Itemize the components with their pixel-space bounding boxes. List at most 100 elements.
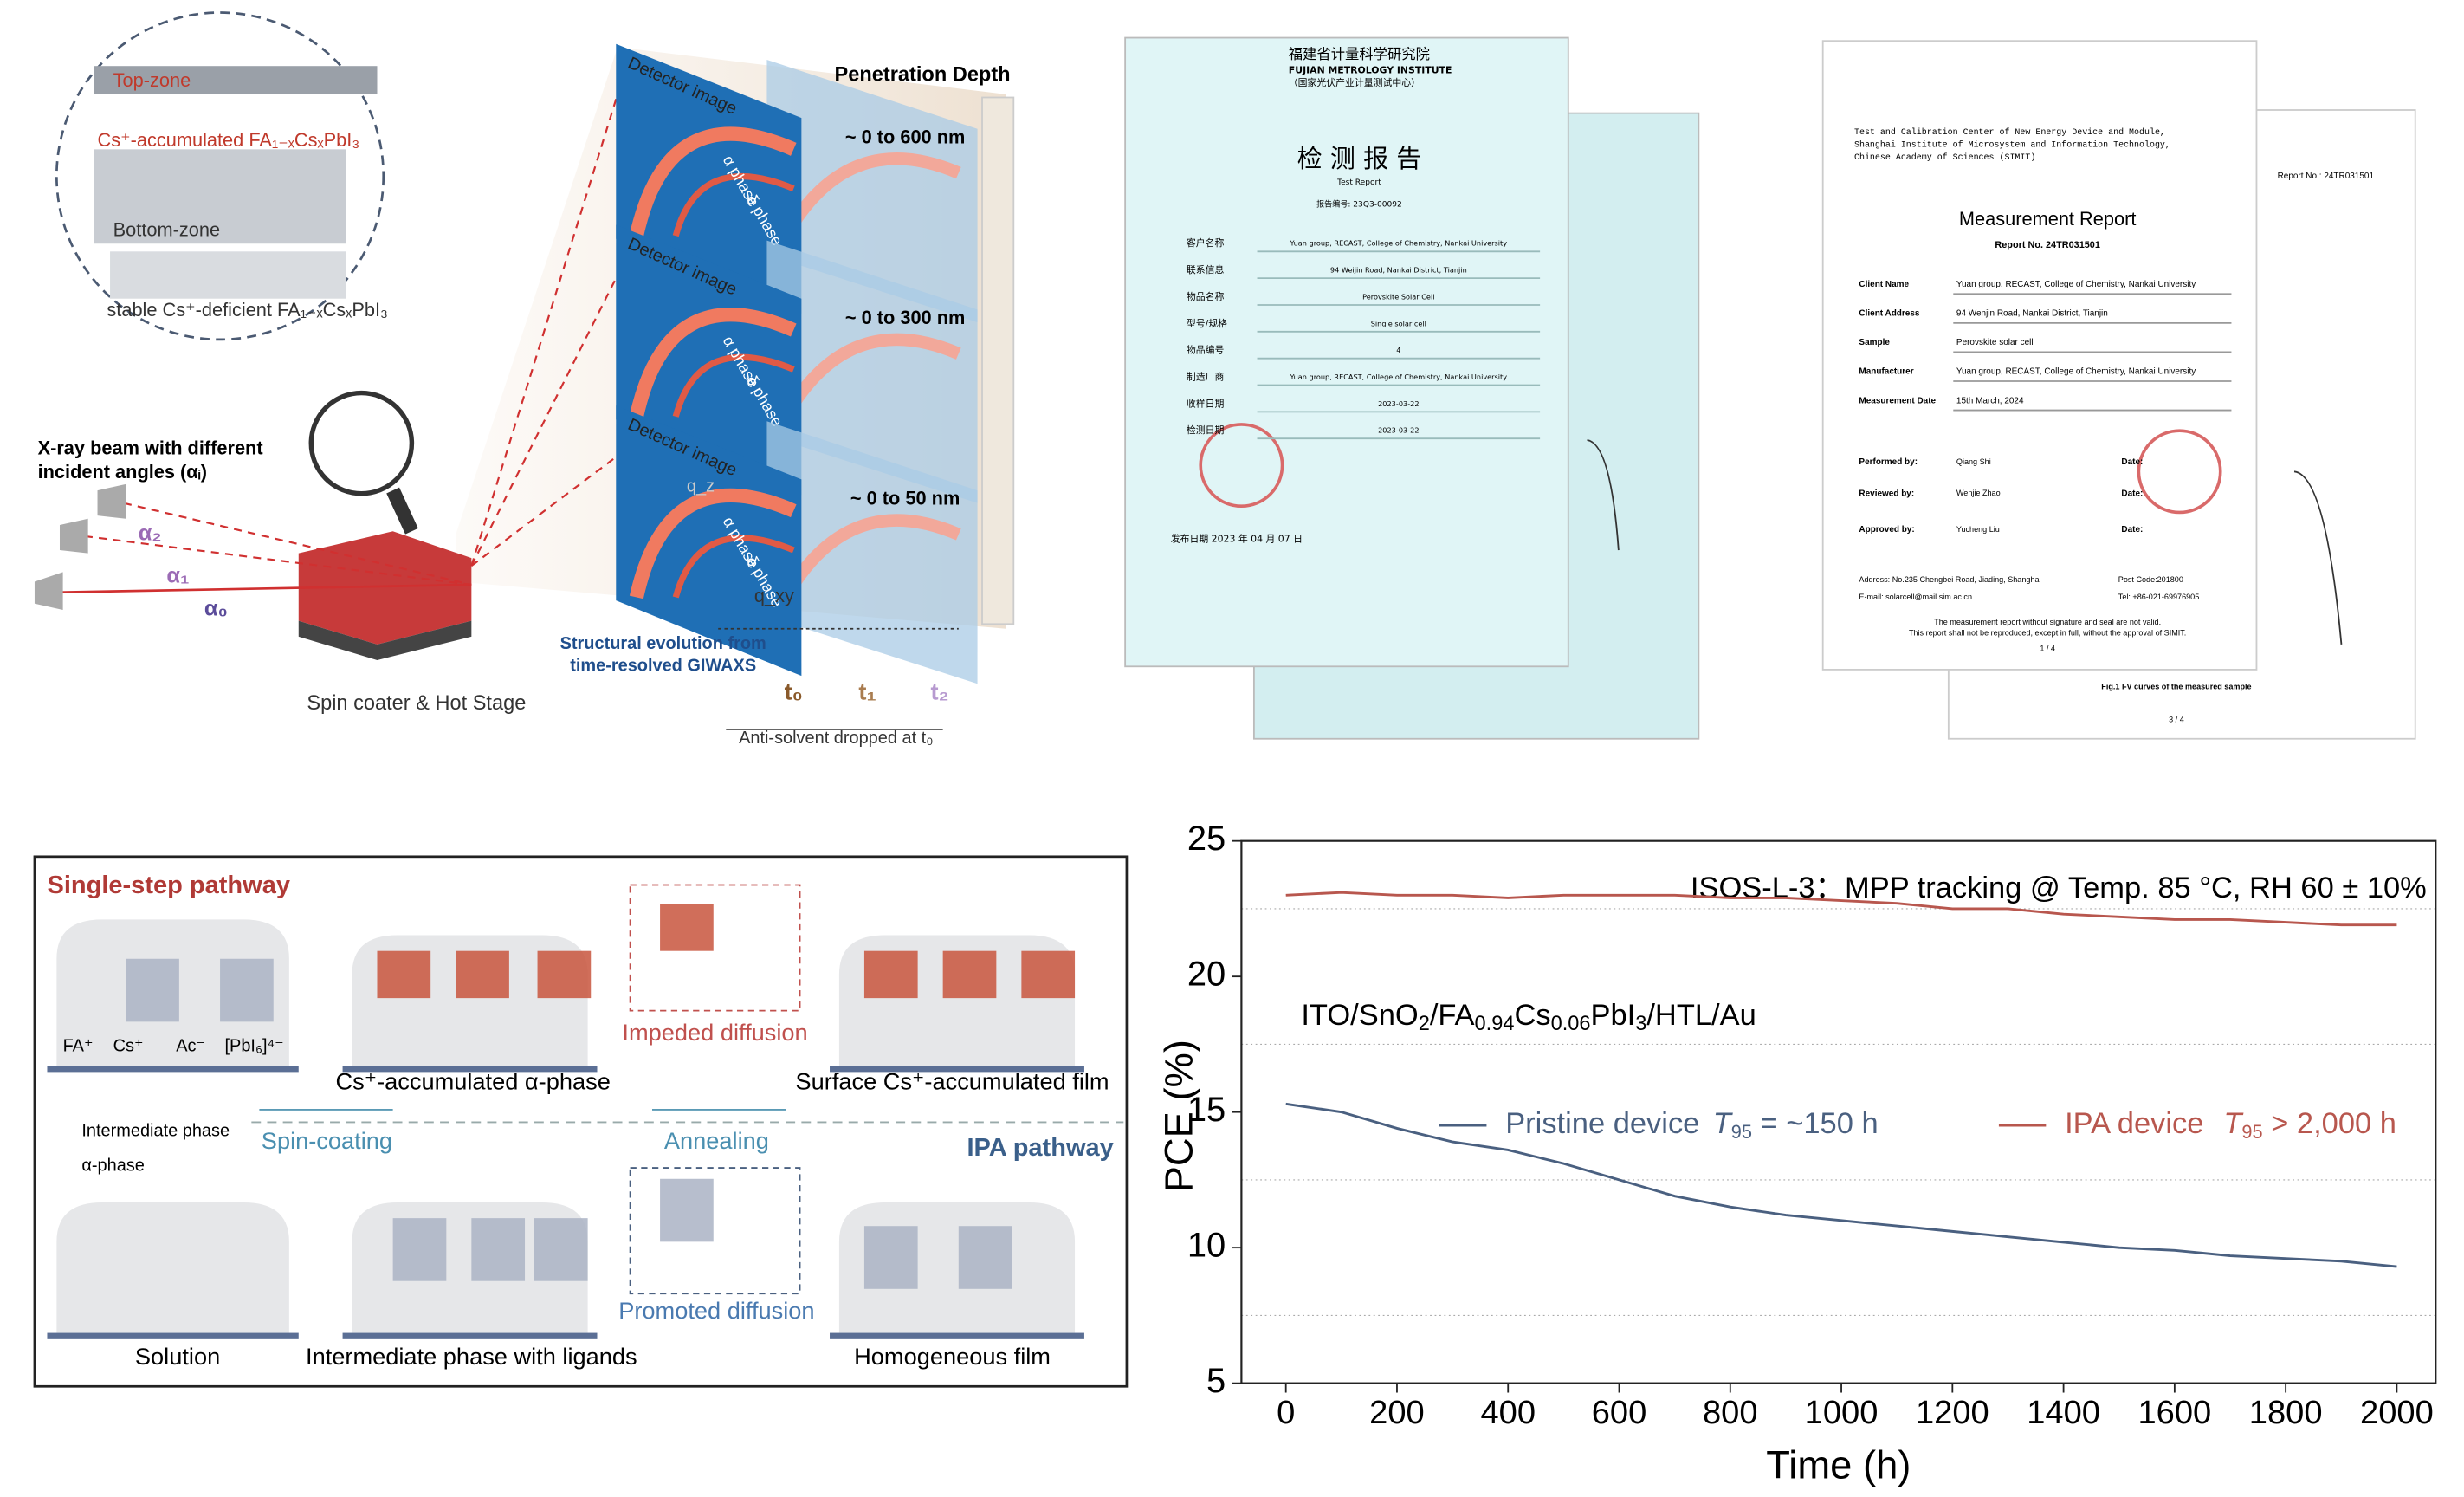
detector-back <box>766 421 978 684</box>
intermediate-crystal <box>471 1218 526 1281</box>
label: FA⁺ <box>63 1037 94 1056</box>
text: The measurement report without signature… <box>1934 618 2161 626</box>
device-stack: ITO/SnO2/FA0.94Cs0.06PbI3/HTL/Au <box>1301 999 1756 1034</box>
stack-part: /HTL/Au <box>1646 999 1756 1032</box>
detector <box>616 405 802 677</box>
diffraction-ring <box>779 333 961 420</box>
detector-back <box>766 59 978 322</box>
label: Spin coater & Hot Stage <box>307 691 526 714</box>
label: Annealing <box>664 1127 769 1154</box>
beam-line <box>47 583 472 594</box>
text: Post Code:201800 <box>2118 575 2183 584</box>
magnifier-handle <box>386 487 418 535</box>
label: Penetration Depth <box>835 62 1011 85</box>
field-value: Yucheng Liu <box>1956 525 2000 534</box>
crystal-layer <box>94 149 346 244</box>
intermediate-crystal <box>863 1226 918 1289</box>
label: Intermediate phase with ligands <box>306 1343 637 1370</box>
field-label: 客户名称 <box>1187 237 1225 249</box>
field-value: Yuan group, RECAST, College of Chemistry… <box>1956 280 2196 289</box>
certificates: 福建省计量科学研究院 FUJIAN METROLOGY INSTITUTE （国… <box>1124 36 2416 740</box>
text: Report No. 24TR031501 <box>1995 240 2099 250</box>
text: （国家光伏产业计量测试中心） <box>1289 76 1420 88</box>
label: t₂ <box>930 677 948 704</box>
diffraction-ring <box>672 172 795 237</box>
field-value: Perovskite solar cell <box>1956 338 2034 347</box>
field-label: Date: <box>2121 457 2143 467</box>
text: 报告编号: 23Q3-00092 <box>1316 198 1402 209</box>
field-value: Qiang Shi <box>1956 457 1991 466</box>
diffraction-ring <box>672 535 795 599</box>
stack-part: PbI <box>1590 999 1635 1032</box>
x-tick-label: 800 <box>1703 1395 1758 1431</box>
label: q_z <box>687 477 715 496</box>
alpha-crystal <box>537 950 592 999</box>
stack-part: 0.06 <box>1551 1012 1591 1034</box>
label: Top-zone <box>113 69 191 91</box>
text: This report shall not be reproduced, exc… <box>1909 629 2186 638</box>
iv-curve <box>1587 439 1620 551</box>
field-value: Wenjie Zhao <box>1956 489 2001 497</box>
field-label: 型号/规格 <box>1187 317 1227 329</box>
y-tick-label: 10 <box>1187 1227 1226 1265</box>
substrate <box>47 1066 299 1073</box>
field-label: 物品编号 <box>1187 344 1225 356</box>
seal <box>1199 423 1284 509</box>
y-tick-label: 5 <box>1206 1362 1226 1400</box>
alpha-crystal <box>1021 950 1076 999</box>
legend-label: IPA device <box>2065 1107 2203 1140</box>
label: t₁ <box>858 677 876 704</box>
field-label: 制造厂商 <box>1187 370 1225 382</box>
field-value: 94 Weijin Road, Nankai District, Tianjin <box>1330 266 1467 275</box>
field-value: 4 <box>1396 346 1400 354</box>
text: Address: No.235 Chengbei Road, Jiading, … <box>1859 575 2040 584</box>
field-label: Manufacturer <box>1859 367 1913 377</box>
crystal-layer <box>110 251 346 299</box>
field-value: 2023-03-22 <box>1378 399 1419 408</box>
stack-part: /FA <box>1430 999 1475 1032</box>
legend-label: Pristine device <box>1505 1107 1699 1140</box>
label: α₁ <box>166 564 189 588</box>
alpha-crystal <box>377 950 431 999</box>
label: Ac⁻ <box>176 1037 205 1056</box>
field-label: Date: <box>2121 489 2143 498</box>
label: ~ 0 to 600 nm <box>845 126 966 147</box>
pce-chart: ISOS-L-3：MPP tracking @ Temp. 85 °C, RH … <box>1156 820 2437 1487</box>
seal <box>2137 429 2222 515</box>
fujian-report: 福建省计量科学研究院 FUJIAN METROLOGY INSTITUTE （国… <box>1171 46 1541 544</box>
beam-line <box>470 275 619 567</box>
y-axis-label: PCE (%) <box>1156 1040 1200 1192</box>
label: incident angles (αᵢ) <box>38 461 207 483</box>
inset-box <box>629 1167 801 1295</box>
field-label: 收样日期 <box>1187 397 1225 409</box>
substrate <box>47 1332 299 1339</box>
field-value: Yuan group, RECAST, College of Chemistry… <box>1290 239 1508 248</box>
text: Test Report <box>1336 178 1381 187</box>
diffraction-ring <box>779 152 961 239</box>
label: Cs⁺-accumulated FA₁₋ₓCsₓPbI₃ <box>98 129 360 151</box>
text: E-mail: solarcell@mail.sim.ac.cn <box>1859 593 1972 601</box>
stack-part: 3 <box>1635 1012 1646 1034</box>
intermediate-crystal <box>126 958 179 1022</box>
diffraction-ring <box>629 488 797 599</box>
label: Intermediate phase <box>81 1122 230 1141</box>
source <box>97 483 126 519</box>
text: Tel: +86-021-69976905 <box>2118 593 2199 601</box>
label: Promoted diffusion <box>618 1297 814 1324</box>
stack-part: ITO/SnO <box>1301 999 1418 1032</box>
field-label: Date: <box>2121 525 2143 535</box>
beam-line <box>70 533 472 586</box>
t95-label: T95 = ~150 h <box>1713 1107 1879 1143</box>
field-value: Yuan group, RECAST, College of Chemistry… <box>1290 373 1508 381</box>
alpha-crystal <box>456 950 509 999</box>
label: Bottom-zone <box>113 218 220 240</box>
stage <box>298 620 472 661</box>
diffraction-ring <box>629 308 797 418</box>
label: α₀ <box>204 597 228 621</box>
text: 发布日期 2023 年 04 月 07 日 <box>1171 532 1303 544</box>
label: Spin-coating <box>262 1127 392 1154</box>
t95-part: T <box>1713 1107 1734 1140</box>
text: 1 / 4 <box>2040 645 2055 653</box>
field-label: 物品名称 <box>1187 290 1225 302</box>
